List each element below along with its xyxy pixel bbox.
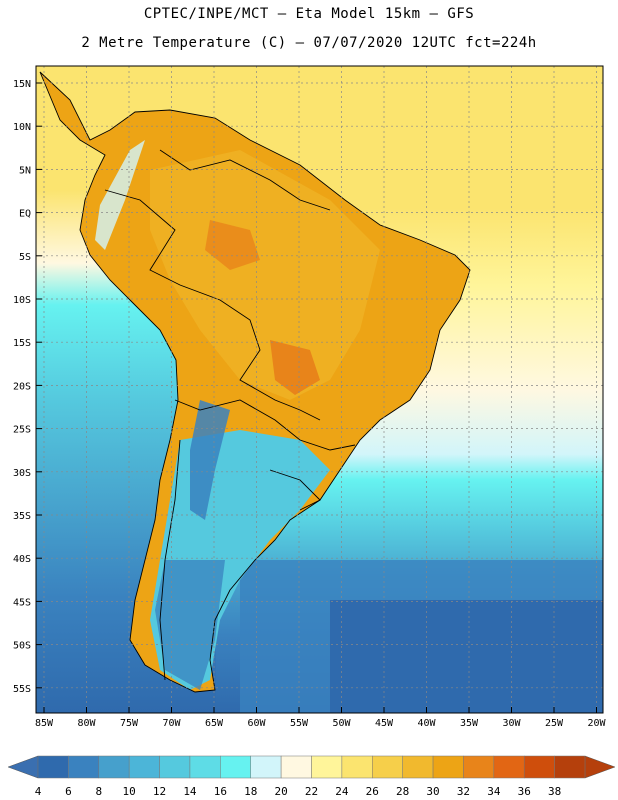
lon-label: 80W (77, 718, 96, 729)
colorbar-label: 14 (183, 785, 197, 798)
borders (39, 71, 471, 693)
lat-label: 35S (13, 511, 31, 522)
lat-label: 25S (13, 425, 31, 436)
colorbar-swatch (280, 755, 312, 779)
lat-label: 10S (13, 295, 31, 306)
colorbar-label: 18 (244, 785, 257, 798)
colorbar-swatch (523, 755, 555, 779)
lat-label: EQ (19, 209, 31, 220)
colorbar-label: 16 (214, 785, 227, 798)
colorbar-swatch (189, 755, 221, 779)
lon-label: 40W (417, 718, 436, 729)
lat-label: 15N (13, 79, 31, 90)
colorbar-label: 22 (305, 785, 318, 798)
lat-label: 30S (13, 468, 31, 479)
colorbar-swatch (159, 755, 191, 779)
lat-label: 15S (13, 338, 31, 349)
colorbar-swatch (98, 755, 130, 779)
colorbar-swatch (68, 755, 100, 779)
lon-axis: 85W 80W 75W 70W 65W 60W 55W 50W 45W 40W 35W 30W 25W 2… (35, 707, 607, 729)
lat-label: 5N (19, 165, 31, 176)
colorbar-label: 10 (123, 785, 136, 798)
colorbar-label: 4 (35, 785, 42, 798)
lat-label: 5S (19, 252, 31, 263)
colorbar-label: 28 (396, 785, 409, 798)
lon-label: 35W (460, 718, 479, 729)
colorbar-label: 26 (366, 785, 379, 798)
lat-axis: 15N 10N 5N EQ 5S 10S 15S 20S 25S 30S 35S 40S 45S 50S 5… (13, 79, 42, 695)
colorbar: 4 6 8 10 12 14 16 18 20 22 24 26 28 30 32 34 36 38 (7, 755, 616, 798)
colorbar-low-arrow (7, 755, 39, 779)
colorbar-label: 6 (65, 785, 72, 798)
lat-label: 55S (13, 684, 31, 695)
colorbar-swatch (554, 755, 586, 779)
lat-label: 10N (13, 122, 31, 133)
colorbar-swatch (311, 755, 343, 779)
lat-label: 20S (13, 381, 31, 392)
lon-label: 20W (587, 718, 606, 729)
colorbar-swatch (128, 755, 160, 779)
lon-label: 50W (332, 718, 351, 729)
lon-label: 25W (545, 718, 564, 729)
colorbar-label: 30 (426, 785, 439, 798)
lon-label: 45W (375, 718, 394, 729)
colorbar-swatch (250, 755, 282, 779)
colorbar-label: 20 (274, 785, 287, 798)
lon-label: 85W (35, 718, 54, 729)
colorbar-label: 38 (548, 785, 561, 798)
lon-label: 30W (502, 718, 521, 729)
colorbar-label: 32 (457, 785, 470, 798)
colorbar-label: 36 (518, 785, 531, 798)
colorbar-swatch (463, 755, 495, 779)
colorbar-high-arrow (584, 755, 616, 779)
lat-label: 40S (13, 554, 31, 565)
colorbar-swatch (37, 755, 69, 779)
lon-label: 60W (247, 718, 266, 729)
colorbar-swatch (372, 755, 403, 779)
colorbar-label: 12 (153, 785, 166, 798)
lon-label: 55W (290, 718, 309, 729)
colorbar-swatch (432, 755, 464, 779)
lon-label: 65W (205, 718, 224, 729)
title-line-2: 2 Metre Temperature (C) – 07/07/2020 12U… (81, 35, 537, 51)
colorbar-label: 8 (95, 785, 102, 798)
colorbar-swatch (341, 755, 373, 779)
colorbar-swatch (220, 755, 251, 779)
lat-label: 45S (13, 597, 31, 608)
colorbar-swatch (493, 755, 525, 779)
colorbar-label: 34 (487, 785, 501, 798)
lon-label: 70W (162, 718, 181, 729)
lon-label: 75W (120, 718, 139, 729)
map-frame (35, 65, 604, 714)
map-field (36, 66, 603, 713)
colorbar-swatch (402, 755, 434, 779)
colorbar-label: 24 (335, 785, 349, 798)
lat-label: 50S (13, 641, 31, 652)
title-line-1: CPTEC/INPE/MCT – Eta Model 15km – GFS (143, 6, 475, 22)
